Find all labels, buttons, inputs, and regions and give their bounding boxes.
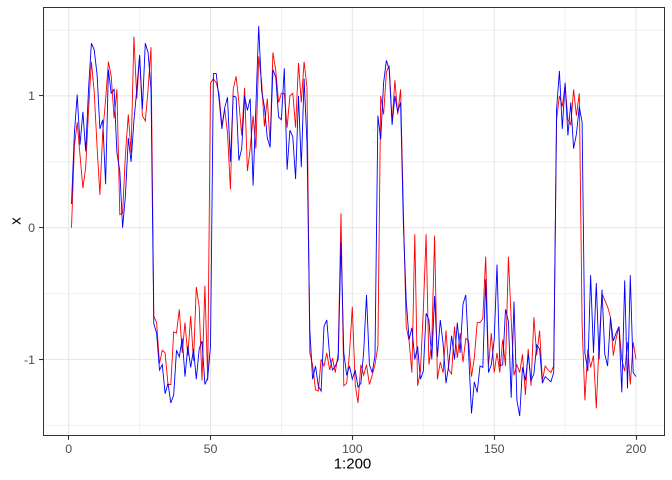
svg-text:100: 100 (342, 442, 363, 456)
svg-text:1:200: 1:200 (334, 456, 372, 473)
svg-text:0: 0 (28, 221, 35, 235)
svg-text:1: 1 (28, 89, 35, 103)
svg-text:50: 50 (204, 442, 218, 456)
svg-text:150: 150 (484, 442, 505, 456)
svg-text:x: x (7, 217, 24, 225)
svg-text:200: 200 (626, 442, 647, 456)
svg-text:0: 0 (65, 442, 72, 456)
svg-text:-1: -1 (24, 353, 35, 367)
